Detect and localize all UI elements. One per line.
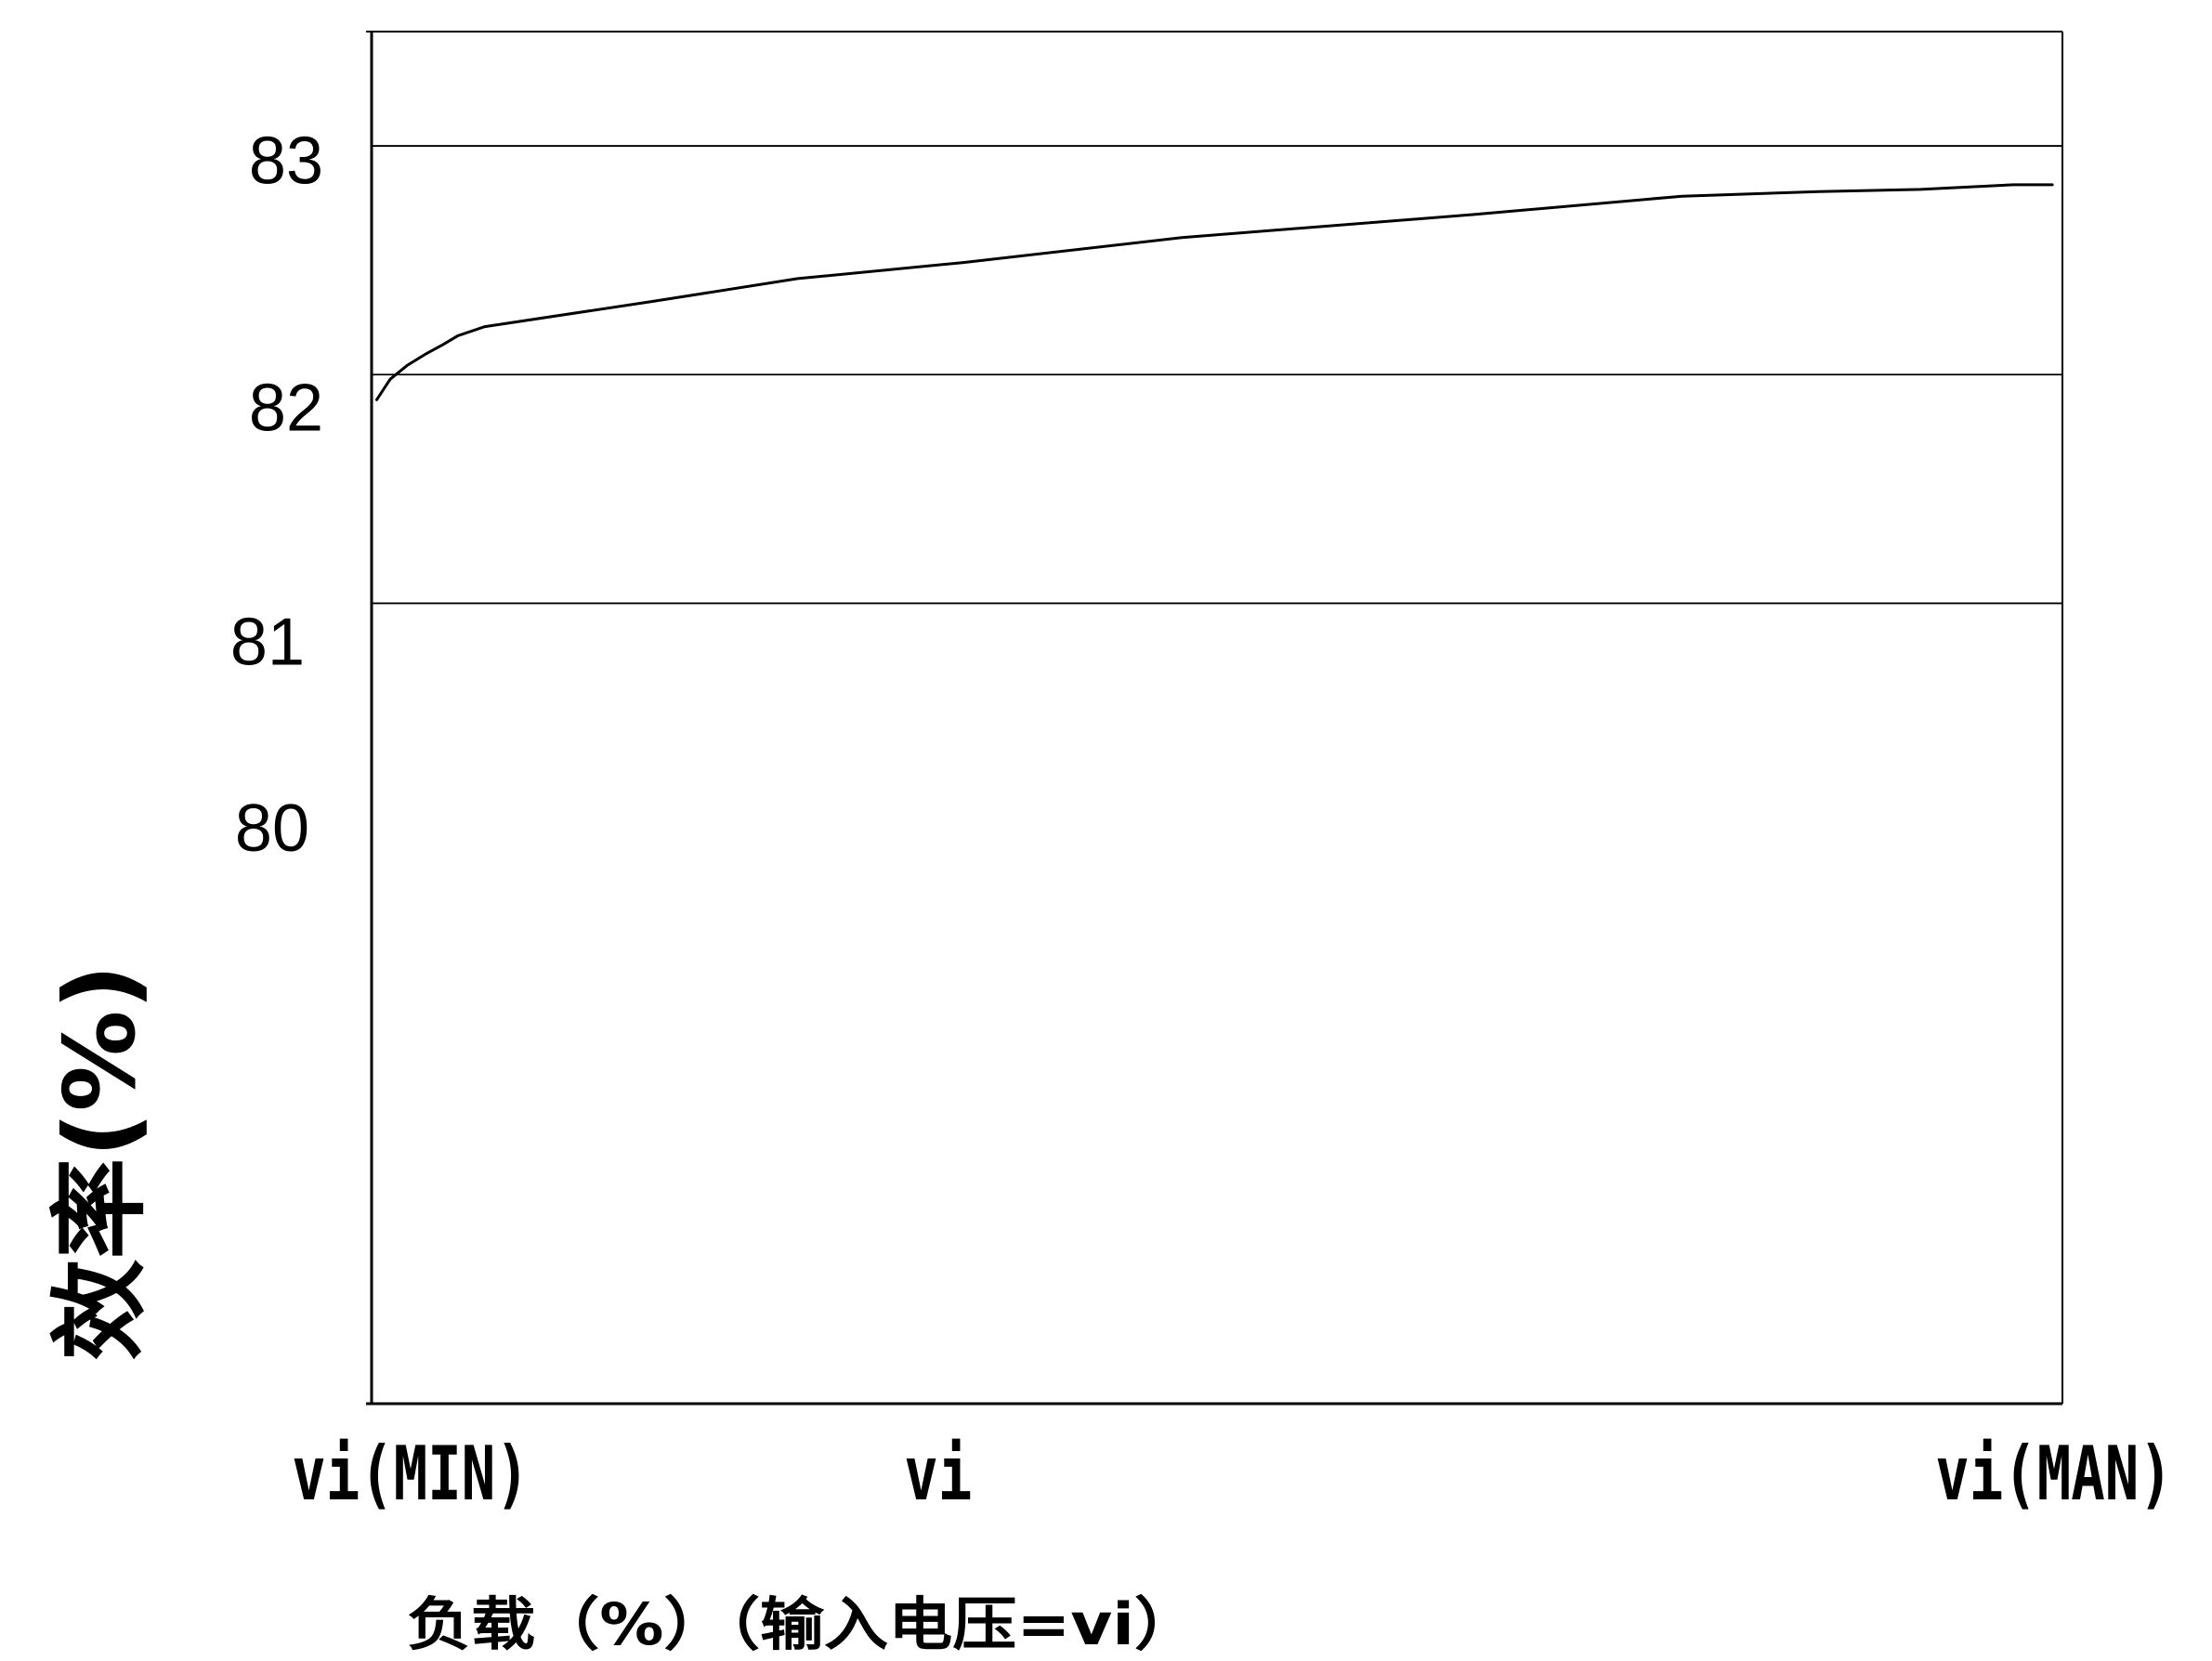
x-tick-label: vi: [904, 1431, 972, 1517]
y-tick-label: 80: [235, 791, 309, 866]
y-axis-title: 效率(%): [44, 964, 157, 1361]
y-tick-label: 83: [249, 124, 323, 198]
y-tick-label: 81: [230, 606, 305, 680]
x-axis-title: 负载（%）（输入电压=vi）: [407, 1590, 1198, 1658]
series-line: [375, 183, 2054, 401]
y-tick-label: 82: [249, 371, 323, 445]
x-tick-label: vi(MIN): [292, 1431, 530, 1517]
x-tick-label: vi(MAN): [1935, 1431, 2173, 1517]
